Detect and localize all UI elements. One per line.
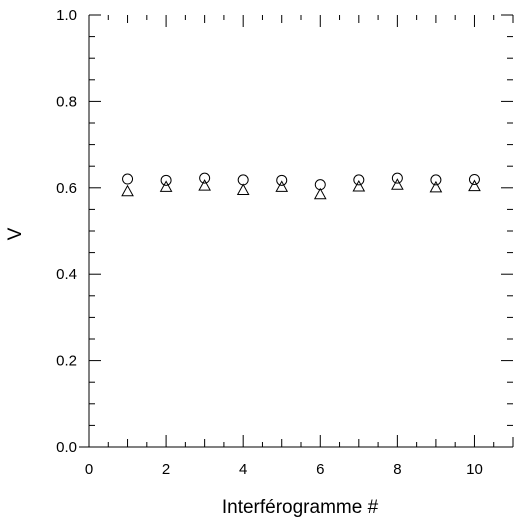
data-point-triangle (198, 179, 211, 191)
y-tick-label: 0.0 (56, 439, 77, 456)
plot-frame (88, 15, 513, 448)
data-point-triangle (275, 180, 289, 192)
x-tick-label: 8 (393, 461, 401, 478)
x-tick-label: 6 (316, 461, 324, 478)
data-point-triangle (468, 179, 481, 192)
data-point-circle (122, 173, 134, 185)
y-tick-label: 0.2 (56, 353, 77, 370)
y-tick-label: 0.6 (56, 180, 77, 197)
data-point-circle (160, 174, 172, 186)
data-point-circle (199, 172, 211, 184)
x-tick-label: 2 (162, 461, 170, 478)
data-point-triangle (159, 180, 173, 192)
tick-labels: 0 2 4 6 8 10 0.0 0.2 0.4 0.6 0.8 1.0 (56, 7, 483, 478)
x-tick-label: 0 (85, 461, 93, 478)
x-axis-label: Interférogramme # (222, 497, 379, 518)
data-point-triangle (429, 180, 443, 193)
data-point-triangle (236, 183, 250, 195)
data-markers (121, 172, 481, 200)
y-tick-label: 0.8 (56, 93, 77, 110)
x-tick-label: 10 (466, 461, 483, 478)
data-point-circle (237, 174, 249, 186)
axis-ticks (79, 14, 514, 448)
data-point-triangle (121, 184, 134, 197)
x-tick-label: 4 (239, 461, 247, 478)
y-axis-label: V (5, 227, 26, 240)
y-tick-label: 0.4 (56, 266, 77, 283)
data-point-circle (353, 174, 365, 186)
data-point-triangle (391, 178, 404, 190)
data-point-triangle (352, 179, 366, 192)
data-point-triangle (313, 187, 327, 200)
data-point-circle (430, 174, 442, 186)
data-point-circle (276, 174, 288, 186)
y-tick-label: 1.0 (56, 7, 77, 24)
data-point-circle (468, 173, 480, 185)
data-point-circle (391, 172, 403, 184)
